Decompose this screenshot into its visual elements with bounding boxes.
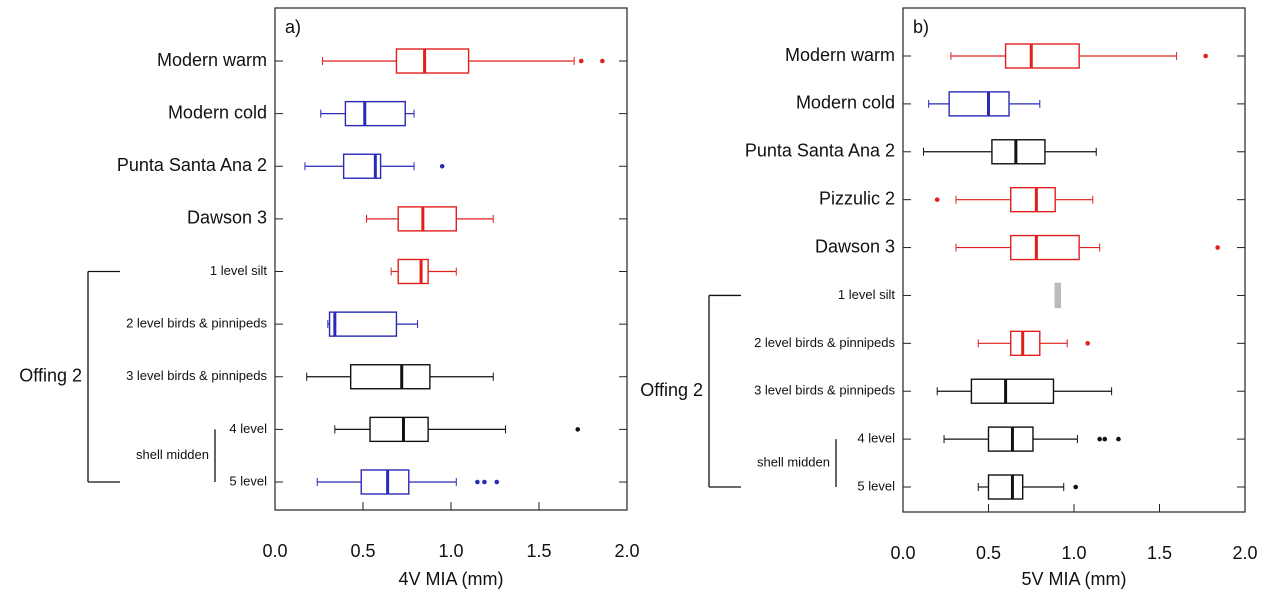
- x-tick-label: 0.0: [890, 543, 915, 563]
- category-label: 3 level birds & pinnipeds: [754, 383, 895, 398]
- group-label: shell midden: [757, 454, 830, 469]
- category-label: 4 level: [229, 421, 267, 436]
- box: [397, 206, 457, 232]
- outlier: [1097, 436, 1102, 442]
- x-axis-label: 4V MIA (mm): [398, 569, 503, 589]
- box: [1010, 186, 1056, 213]
- x-tick-label: 0.5: [350, 541, 375, 561]
- outlier: [578, 58, 584, 64]
- group-label: Offing 2: [19, 366, 82, 386]
- x-tick-label: 1.0: [1061, 543, 1086, 563]
- outlier: [482, 479, 487, 485]
- box: [987, 474, 1024, 500]
- plot-frame: [274, 7, 628, 511]
- box: [987, 426, 1034, 452]
- outlier: [1073, 484, 1079, 490]
- box: [991, 139, 1046, 165]
- x-tick-label: 0.0: [262, 541, 287, 561]
- category-label: 4 level: [857, 431, 895, 446]
- x-axis-label: 5V MIA (mm): [1021, 569, 1126, 589]
- outlier: [475, 479, 480, 485]
- outlier: [1215, 245, 1220, 250]
- x-tick-label: 2.0: [614, 541, 639, 561]
- box: [328, 311, 398, 337]
- outlier: [575, 427, 581, 432]
- outlier: [1085, 341, 1090, 346]
- category-label: 5 level: [229, 473, 267, 488]
- box: [1004, 43, 1080, 69]
- category-label: 3 level birds & pinnipeds: [126, 368, 267, 383]
- outlier: [494, 479, 500, 485]
- category-label: 5 level: [857, 478, 895, 493]
- outlier: [1203, 53, 1208, 59]
- outlier: [600, 58, 605, 64]
- category-label: Modern cold: [168, 102, 267, 122]
- box: [395, 48, 470, 74]
- group-label: shell midden: [136, 447, 209, 462]
- x-tick-label: 0.5: [976, 543, 1001, 563]
- box: [349, 364, 431, 390]
- outlier: [934, 197, 940, 202]
- box: [397, 258, 429, 285]
- x-tick-label: 1.5: [526, 541, 551, 561]
- category-label: Dawson 3: [815, 236, 895, 256]
- category-label: 1 level silt: [838, 287, 895, 302]
- category-label: Pizzulic 2: [819, 188, 895, 208]
- category-label: Modern cold: [796, 93, 895, 113]
- box: [948, 91, 1010, 117]
- category-label: Punta Santa Ana 2: [117, 155, 267, 175]
- outlier: [1102, 436, 1108, 442]
- x-tick-label: 2.0: [1232, 543, 1257, 563]
- outlier: [439, 163, 445, 169]
- group-label: Offing 2: [640, 380, 703, 400]
- panel-label: b): [913, 17, 929, 37]
- category-label: Modern warm: [157, 50, 267, 70]
- box: [344, 100, 406, 127]
- x-tick-label: 1.5: [1147, 543, 1172, 563]
- box: [360, 469, 410, 495]
- box: [970, 378, 1055, 404]
- x-tick-label: 1.0: [438, 541, 463, 561]
- category-label: 2 level birds & pinnipeds: [754, 335, 895, 350]
- category-label: Punta Santa Ana 2: [745, 141, 895, 161]
- box: [1010, 234, 1080, 261]
- box: [1010, 330, 1041, 357]
- panel-label: a): [285, 17, 301, 37]
- category-label: Modern warm: [785, 45, 895, 65]
- category-label: Dawson 3: [187, 208, 267, 228]
- category-label: 1 level silt: [210, 263, 267, 278]
- category-label: 2 level birds & pinnipeds: [126, 316, 267, 331]
- outlier: [1116, 436, 1121, 442]
- box: [369, 416, 429, 443]
